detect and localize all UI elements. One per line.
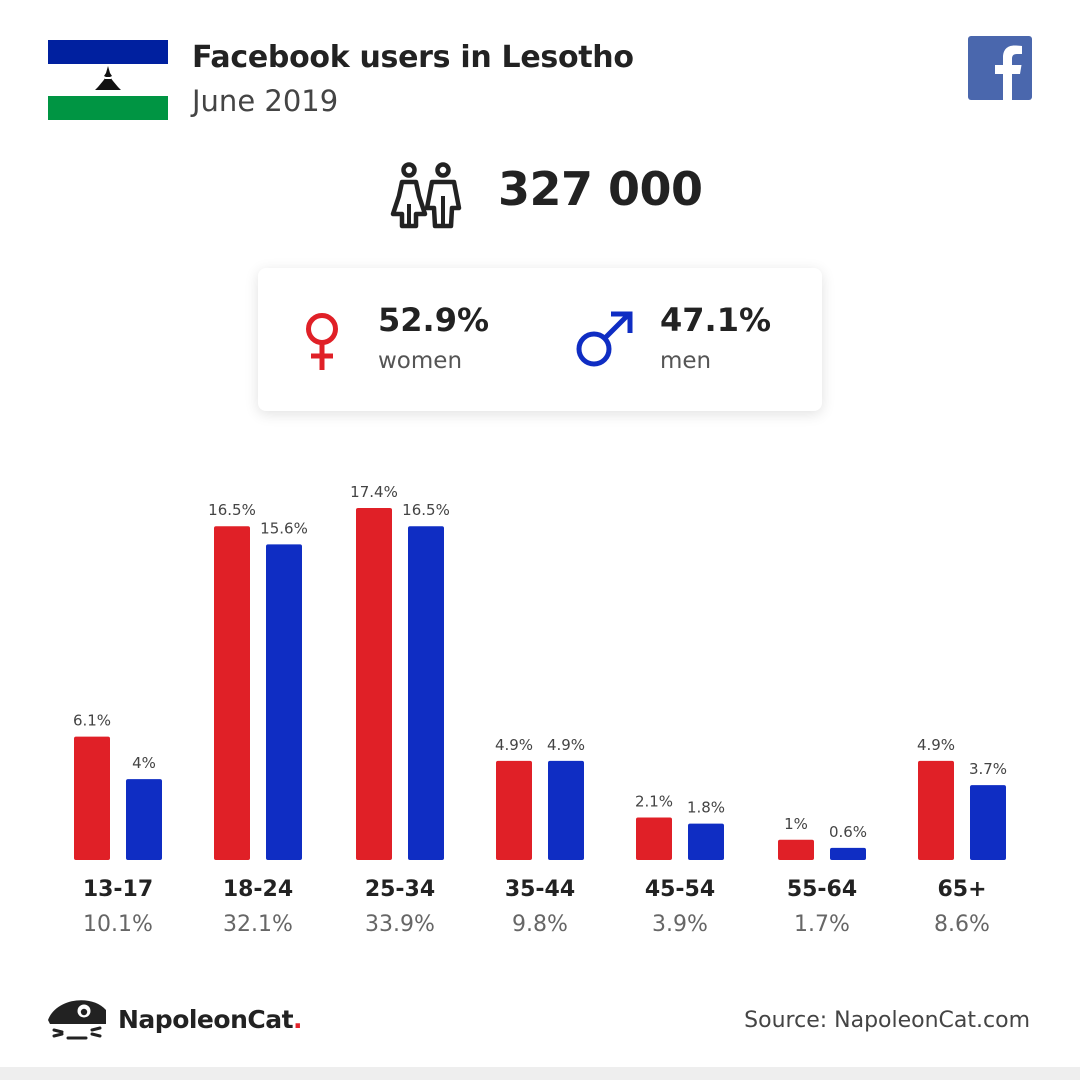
facebook-icon[interactable]: [968, 36, 1032, 100]
women-label: women: [378, 348, 463, 374]
bar-value-label: 4.9%: [547, 736, 585, 754]
age-group-label: 65+: [937, 877, 987, 902]
bar-value-label: 16.5%: [208, 501, 256, 519]
age-gender-bar-chart: 6.1%4%16.5%15.6%17.4%16.5%4.9% 4.9%2.1% 1.…: [73, 483, 1007, 860]
bar-value-label: 15.6%: [260, 519, 308, 537]
page-subtitle: June 2019: [192, 84, 339, 118]
age-group-label: 13-17: [82, 877, 154, 902]
bar-value-label: 17.4%: [350, 483, 398, 501]
napoleoncat-brand[interactable]: NapoleonCat.: [118, 1005, 303, 1034]
total-users: 327 000: [498, 162, 703, 216]
age-group-label: 25-34: [364, 877, 436, 902]
age-group-share: 10.1%: [83, 912, 153, 937]
age-group-share: 1.7%: [794, 912, 850, 937]
male-icon: [576, 311, 633, 367]
bar-women-65+: [918, 760, 954, 860]
age-group-share: 33.9%: [365, 912, 435, 937]
female-icon: [306, 313, 338, 370]
bar-men-55-64: [830, 847, 866, 860]
gender-card: [258, 268, 822, 411]
age-group-share: 32.1%: [223, 912, 293, 937]
bar-men-13-17: [126, 779, 162, 860]
brand-dot: .: [293, 1005, 303, 1034]
bar-men-18-24: [266, 544, 302, 860]
bar-women-25-34: [356, 508, 392, 860]
bar-value-label: 3.7%: [969, 760, 1007, 778]
lesotho-flag-icon: [48, 40, 168, 120]
bar-women-18-24: [214, 526, 250, 860]
age-group-label: 35-44: [504, 877, 576, 902]
age-group-share: 8.6%: [934, 912, 990, 937]
age-group-label: 18-24: [222, 877, 294, 902]
bar-value-label: 2.1%: [635, 793, 673, 811]
bar-men-65+: [970, 785, 1006, 860]
men-label: men: [660, 348, 712, 374]
footer-strip: [0, 1067, 1080, 1080]
bar-value-label: 4%: [132, 754, 156, 772]
napoleoncat-logo-icon[interactable]: [46, 994, 108, 1046]
users-icon: [390, 162, 462, 229]
bar-value-label: 6.1%: [73, 712, 111, 730]
women-percentage: 52.9%: [378, 301, 490, 339]
bar-value-label: 4.9%: [917, 736, 955, 754]
bar-value-label: 1%: [784, 815, 808, 833]
bar-men-45-54: [688, 823, 724, 860]
bar-women-55-64: [778, 839, 814, 860]
age-group-label: 55-64: [786, 877, 858, 902]
brand-name: NapoleonCat: [118, 1005, 294, 1034]
source-text: Source: NapoleonCat.com: [744, 1008, 1030, 1033]
bar-men-35-44: [548, 760, 584, 860]
page-title: Facebook users in Lesotho: [192, 40, 634, 75]
bar-women-45-54: [636, 817, 672, 860]
age-group-share: 3.9%: [652, 912, 708, 937]
bar-value-label: 16.5%: [402, 501, 450, 519]
bar-women-35-44: [496, 760, 532, 860]
men-percentage: 47.1%: [660, 301, 772, 339]
bar-value-label: 0.6%: [829, 823, 867, 841]
bar-men-25-34: [408, 526, 444, 860]
age-group-share: 9.8%: [512, 912, 568, 937]
bar-women-13-17: [74, 736, 110, 860]
age-group-label: 45-54: [644, 877, 716, 902]
bar-value-label: 1.8%: [687, 799, 725, 817]
bar-value-label: 4.9%: [495, 736, 533, 754]
